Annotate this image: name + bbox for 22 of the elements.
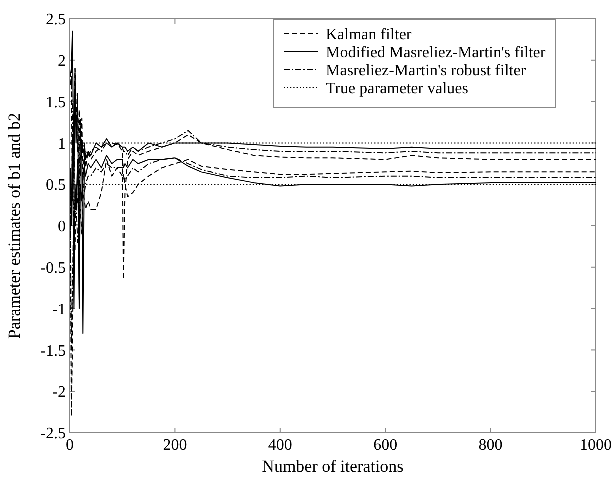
y-axis-title: Parameter estimates of b1 and b2 (5, 112, 24, 340)
legend-label: Kalman filter (326, 26, 412, 44)
y-tick-label: -0.5 (40, 260, 66, 277)
legend-label: Masreliez-Martin's robust filter (326, 62, 527, 80)
legend-label: Modified Masreliez-Martin's filter (326, 44, 546, 62)
y-tick-label: 0.5 (46, 177, 66, 194)
y-tick-label: -1 (52, 301, 66, 318)
x-tick-label: 600 (374, 437, 398, 454)
y-tick-label: 0 (58, 218, 66, 236)
x-tick-label: 1000 (580, 437, 612, 454)
y-tick-label: -2 (52, 384, 66, 402)
legend-label: True parameter values (326, 80, 468, 98)
x-tick-label: 800 (478, 437, 503, 454)
y-tick-label: -1.5 (40, 342, 66, 360)
y-tick-label: 1.5 (46, 94, 66, 112)
x-tick-label: 400 (268, 437, 292, 454)
x-tick-label: 200 (163, 437, 188, 454)
y-tick-label: -2.5 (40, 426, 66, 443)
y-tick-label: 2.5 (46, 12, 66, 29)
x-axis-title: Number of iterations (262, 457, 404, 476)
y-tick-label: 2 (58, 53, 66, 70)
y-tick-label: 1 (58, 136, 66, 153)
